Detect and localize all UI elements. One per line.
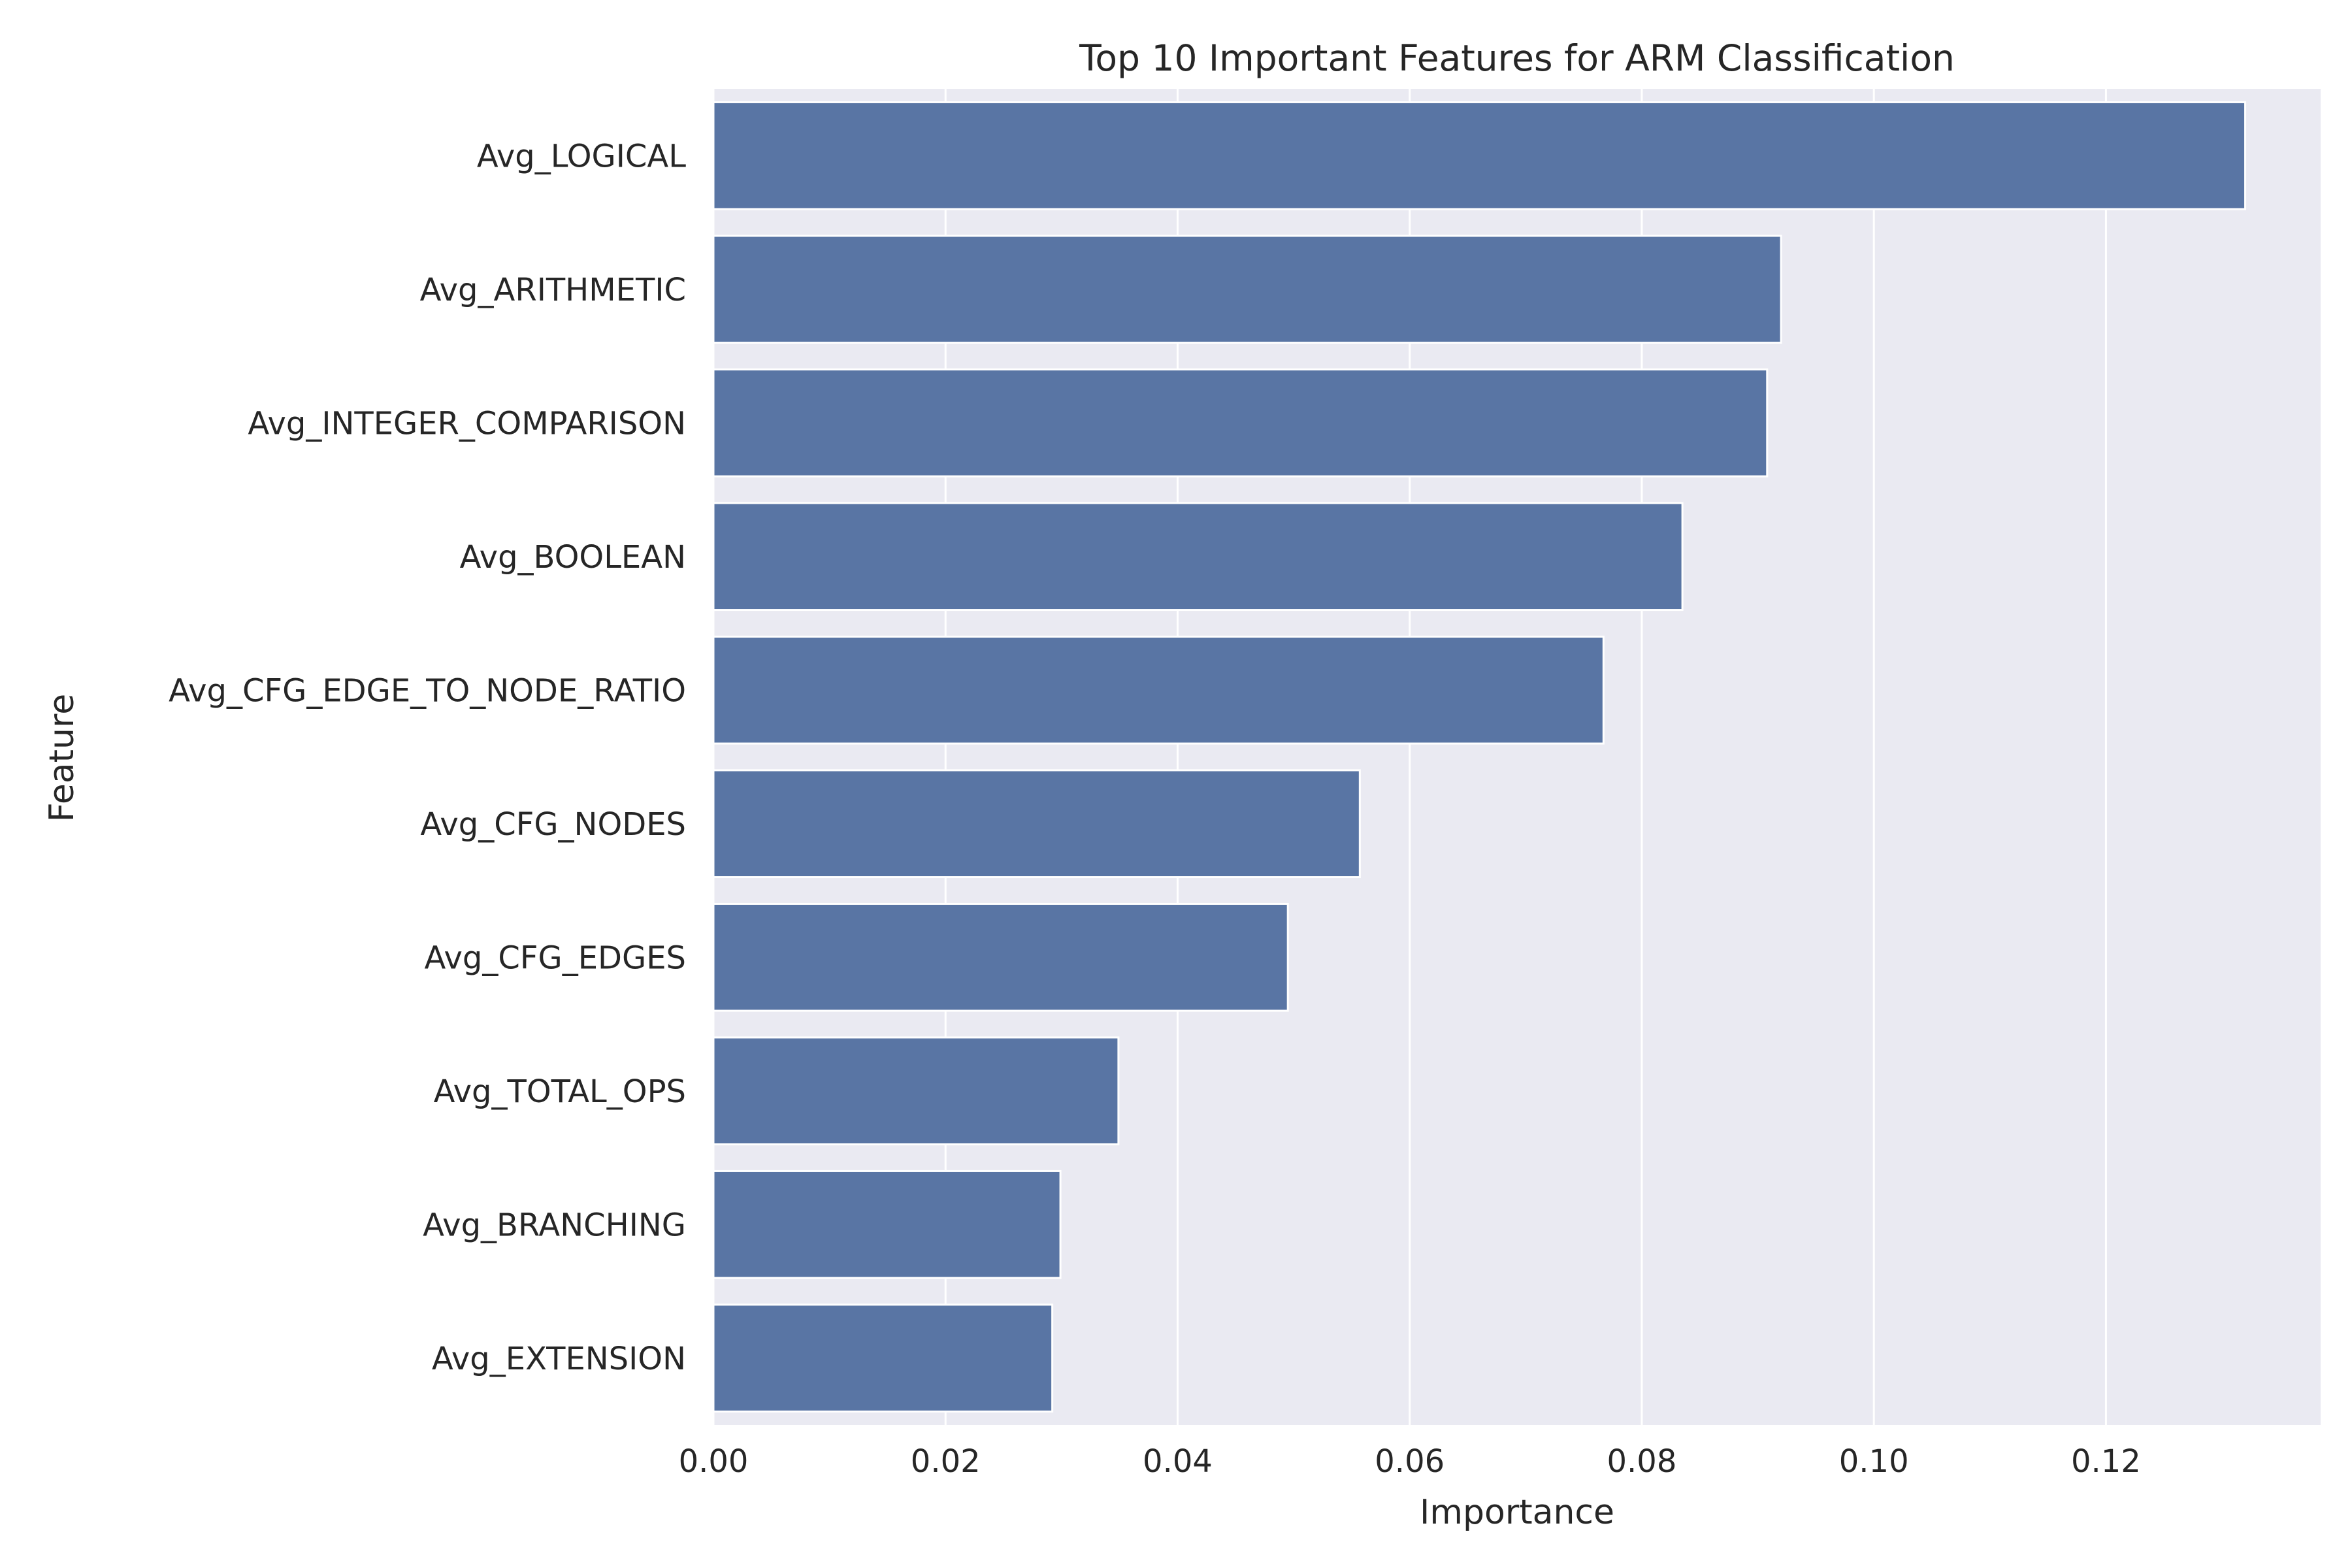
bar bbox=[712, 635, 1605, 745]
x-tick-label: 0.06 bbox=[1375, 1443, 1445, 1480]
bar bbox=[712, 902, 1289, 1012]
x-tick-labels: 0.00 0.02 0.04 0.06 0.08 0.10 0.12 bbox=[679, 1443, 2141, 1480]
y-tick-labels: Avg_LOGICAL Avg_ARITHMETIC Avg_INTEGER_COM… bbox=[169, 138, 686, 1377]
x-tick-label: 0.08 bbox=[1607, 1443, 1677, 1480]
y-tick-label: Avg_CFG_EDGE_TO_NODE_RATIO bbox=[169, 672, 686, 709]
y-tick-label: Avg_EXTENSION bbox=[432, 1341, 686, 1377]
y-tick-label: Avg_BOOLEAN bbox=[460, 539, 686, 576]
bar bbox=[712, 101, 2247, 210]
x-tick-label: 0.12 bbox=[2071, 1443, 2141, 1480]
bars bbox=[712, 101, 2247, 1413]
y-tick-label: Avg_CFG_EDGES bbox=[425, 939, 687, 976]
bar bbox=[712, 368, 1769, 478]
x-axis-label: Importance bbox=[1420, 1493, 1614, 1532]
y-tick-label: Avg_TOTAL_OPS bbox=[434, 1073, 686, 1110]
bar bbox=[712, 1303, 1054, 1413]
y-tick-label: Avg_INTEGER_COMPARISON bbox=[248, 405, 686, 442]
x-tick-label: 0.04 bbox=[1143, 1443, 1213, 1480]
y-tick-label: Avg_CFG_NODES bbox=[420, 806, 686, 843]
bar bbox=[712, 235, 1782, 344]
x-tick-label: 0.10 bbox=[1839, 1443, 1909, 1480]
y-axis-label: Feature bbox=[42, 694, 82, 823]
x-tick-label: 0.02 bbox=[911, 1443, 981, 1480]
bar bbox=[712, 502, 1684, 612]
chart-title: Top 10 Important Features for ARM Classi… bbox=[1079, 37, 1955, 79]
y-tick-label: Avg_BRANCHING bbox=[423, 1207, 686, 1243]
y-tick-label: Avg_ARITHMETIC bbox=[420, 272, 686, 308]
bar bbox=[712, 1036, 1120, 1146]
bar bbox=[712, 769, 1361, 879]
x-tick-label: 0.00 bbox=[679, 1443, 749, 1480]
bar bbox=[712, 1169, 1062, 1279]
y-tick-label: Avg_LOGICAL bbox=[477, 138, 686, 174]
